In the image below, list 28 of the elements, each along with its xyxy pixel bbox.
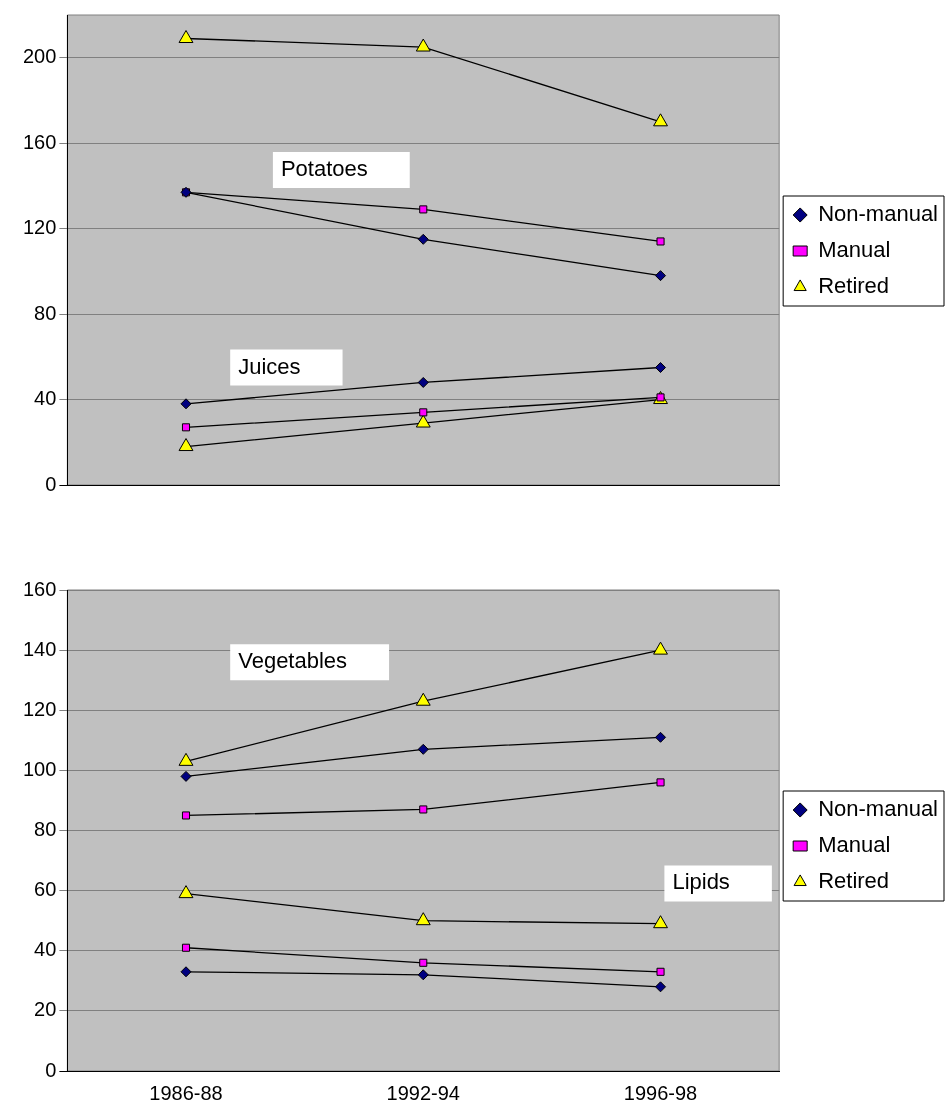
legend-label: Non-manual: [818, 796, 938, 822]
y-tick-label: 0: [45, 472, 57, 495]
y-tick-label: 40: [34, 938, 57, 961]
y-tick-label: 80: [34, 818, 57, 841]
annotation: Lipids: [672, 869, 730, 895]
y-tick-label: 80: [34, 301, 57, 324]
annotation: Juices: [238, 353, 301, 379]
legend-label: Retired: [818, 868, 890, 894]
x-tick-label: 1992-94: [386, 1081, 460, 1104]
y-tick-label: 160: [22, 577, 57, 600]
legend-label: Retired: [818, 273, 890, 299]
y-tick-label: 40: [34, 387, 57, 410]
y-tick-label: 140: [22, 637, 57, 660]
legend-label: Manual: [818, 832, 891, 858]
annotation: Potatoes: [280, 156, 368, 182]
legend-label: Manual: [818, 237, 891, 263]
y-tick-label: 160: [22, 130, 57, 153]
x-tick-label: 1996-98: [623, 1081, 698, 1104]
y-tick-label: 120: [22, 216, 57, 239]
x-tick-label: 1986-88: [149, 1081, 223, 1104]
y-tick-label: 100: [22, 757, 57, 780]
legend-label: Non-manual: [818, 201, 938, 227]
y-tick-label: 200: [22, 45, 57, 68]
y-tick-label: 0: [45, 1058, 57, 1081]
y-tick-label: 60: [34, 878, 57, 901]
y-tick-label: 20: [34, 998, 57, 1021]
y-tick-label: 120: [22, 697, 57, 720]
annotation: Vegetables: [238, 648, 348, 674]
